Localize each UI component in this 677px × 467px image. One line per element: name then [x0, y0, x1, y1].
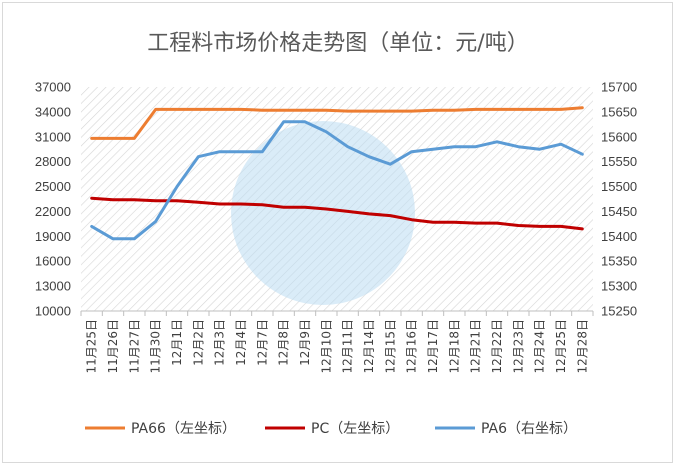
x-tick-label: 11月27日 — [127, 319, 141, 374]
legend: PA66（左坐标） PC（左坐标） PA6（右坐标） — [85, 421, 577, 437]
right-tick-label: 15350 — [601, 254, 637, 269]
x-tick-label: 12月15日 — [383, 319, 397, 374]
chart-title: 工程料市场价格走势图（单位：元/吨） — [147, 31, 528, 56]
x-tick-label: 12月8日 — [277, 319, 291, 366]
x-tick-label: 11月30日 — [149, 319, 163, 374]
x-tick-label: 11月25日 — [85, 319, 99, 374]
x-tick-label: 12月11日 — [341, 319, 355, 374]
right-tick-label: 15300 — [601, 279, 637, 294]
right-tick-label: 15550 — [601, 154, 637, 169]
left-tick-label: 31000 — [35, 129, 71, 144]
x-tick-label: 12月17日 — [426, 319, 440, 374]
x-tick-label: 12月9日 — [298, 319, 312, 366]
x-tick-label: 12月21日 — [469, 319, 483, 374]
legend-label-1: PC（左坐标） — [311, 421, 399, 437]
x-tick-label: 12月1日 — [170, 319, 184, 366]
left-tick-label: 37000 — [35, 80, 71, 95]
right-tick-label: 15400 — [601, 229, 637, 244]
left-tick-label: 13000 — [35, 279, 71, 294]
x-tick-label: 12月7日 — [255, 319, 269, 366]
x-axis: 11月25日 11月26日 11月27日 11月30日 12月1日 12月2日 12月3日 1… — [80, 310, 594, 374]
watermark-circle — [231, 121, 415, 305]
left-tick-label: 25000 — [35, 179, 71, 194]
legend-label-0: PA66（左坐标） — [131, 421, 236, 437]
right-tick-label: 15500 — [601, 179, 637, 194]
series-line-1 — [90, 196, 584, 231]
left-tick-label: 10000 — [35, 304, 71, 319]
left-y-axis: 10000 13000 16000 19000 22000 25000 28000 31000… — [35, 80, 71, 319]
legend-label-2: PA6（右坐标） — [481, 421, 577, 437]
right-tick-label: 15450 — [601, 204, 637, 219]
x-tick-label: 12月24日 — [533, 319, 547, 374]
right-y-axis: 15250 15300 15350 15400 15450 15500 15550 15600… — [601, 80, 637, 319]
x-tick-label: 12月23日 — [511, 319, 525, 374]
x-tick-label: 11月26日 — [106, 319, 120, 374]
series-line-2 — [90, 120, 584, 241]
x-tick-label: 12月2日 — [191, 319, 205, 366]
right-tick-label: 15700 — [601, 80, 637, 95]
right-tick-label: 15600 — [601, 129, 637, 144]
chart-frame: 工程料市场价格走势图（单位：元/吨） 10000 13000 16000 19000 2… — [2, 2, 673, 463]
series-line-0 — [90, 106, 584, 140]
x-tick-label: 12月10日 — [319, 319, 333, 374]
left-tick-label: 22000 — [35, 204, 71, 219]
left-tick-label: 28000 — [35, 154, 71, 169]
series-layer — [90, 106, 584, 241]
x-tick-label: 12月4日 — [234, 319, 248, 366]
x-tick-label: 12月14日 — [362, 319, 376, 374]
x-tick-label: 12月3日 — [213, 319, 227, 366]
x-tick-label: 12月18日 — [447, 319, 461, 374]
left-tick-label: 16000 — [35, 254, 71, 269]
x-tick-label: 12月22日 — [490, 319, 504, 374]
left-tick-label: 34000 — [35, 104, 71, 119]
x-tick-label: 12月16日 — [405, 319, 419, 374]
right-tick-label: 15250 — [601, 304, 637, 319]
right-tick-label: 15650 — [601, 104, 637, 119]
x-tick-label: 12月28日 — [575, 319, 589, 374]
chart-svg: 工程料市场价格走势图（单位：元/吨） 10000 13000 16000 19000 2… — [35, 31, 637, 437]
left-tick-label: 19000 — [35, 229, 71, 244]
x-tick-label: 12月25日 — [554, 319, 568, 374]
